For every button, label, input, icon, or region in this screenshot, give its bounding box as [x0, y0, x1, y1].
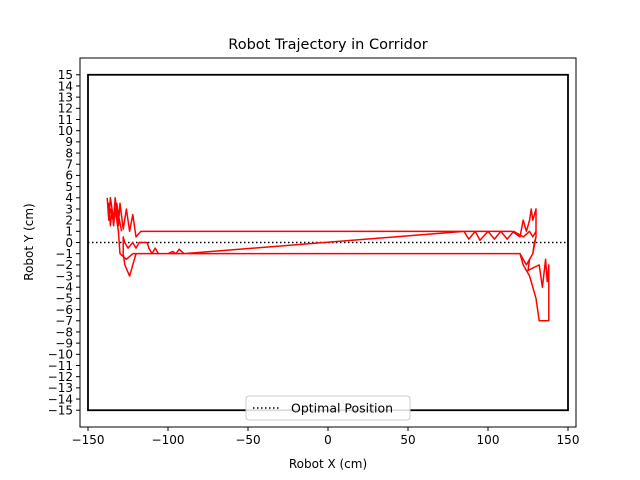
y-tick-label: 6 [65, 169, 73, 183]
y-tick-label: −9 [55, 336, 73, 350]
y-tick-label: −7 [55, 314, 73, 328]
y-tick-label: 11 [58, 113, 73, 127]
y-tick-label: −3 [55, 269, 73, 283]
y-tick-label: 9 [65, 135, 73, 149]
y-tick-label: −12 [48, 370, 73, 384]
y-tick-label: −10 [48, 348, 73, 362]
plot-area: −150 −100 −50 0 50 100 150−15−14−13−12−11−10−9… [48, 57, 580, 447]
x-tick-label: −150 [72, 433, 105, 447]
y-tick-label: 10 [58, 124, 73, 138]
y-tick-label: 15 [58, 68, 73, 82]
y-tick-label: −2 [55, 258, 73, 272]
x-tick-label: −100 [152, 433, 185, 447]
legend-box [245, 395, 411, 421]
y-tick-label: 2 [65, 213, 73, 227]
y-tick-label: −15 [48, 404, 73, 418]
y-tick-label: 0 [65, 236, 73, 250]
y-tick-label: −13 [48, 381, 73, 395]
y-axis-label: Robot Y (cm) [22, 203, 36, 280]
y-tick-label: −1 [55, 247, 73, 261]
x-tick-label: −50 [235, 433, 260, 447]
y-tick-label: 7 [65, 158, 73, 172]
legend-label-optimal-position: Optimal Position [291, 401, 393, 416]
y-tick-label: 4 [65, 191, 73, 205]
y-tick-label: −8 [55, 325, 73, 339]
y-tick-label: −6 [55, 303, 73, 317]
y-tick-label: 14 [58, 79, 73, 93]
y-tick-label: −4 [55, 281, 73, 295]
robot-trajectory-line [106, 197, 550, 322]
y-tick-label: −5 [55, 292, 73, 306]
x-tick-label: 50 [400, 433, 415, 447]
y-tick-label: 3 [65, 202, 73, 216]
y-tick-label: −14 [48, 392, 73, 406]
y-tick-label: 8 [65, 146, 73, 160]
x-tick-label: 100 [477, 433, 500, 447]
x-tick-label: 150 [557, 433, 580, 447]
x-tick-label: 0 [324, 433, 332, 447]
x-axis-label: Robot X (cm) [289, 457, 367, 471]
y-tick-label: 1 [65, 225, 73, 239]
legend: Optimal Position [245, 395, 411, 421]
chart-title: Robot Trajectory in Corridor [228, 37, 427, 53]
y-tick-label: −11 [48, 359, 73, 373]
y-tick-label: 13 [58, 90, 73, 104]
y-tick-label: 12 [58, 102, 73, 116]
y-tick-label: 5 [65, 180, 73, 194]
